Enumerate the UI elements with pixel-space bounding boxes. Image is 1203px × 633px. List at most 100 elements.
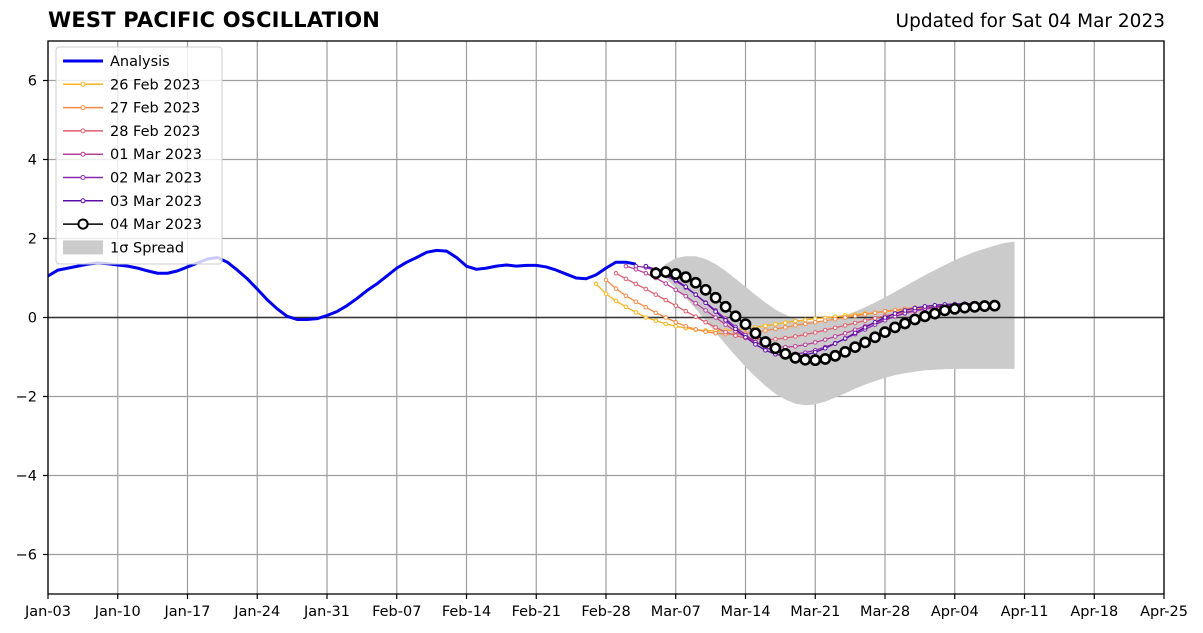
forecast-point: [773, 326, 778, 332]
forecast-point: [759, 336, 772, 348]
forecast-point: [663, 297, 669, 303]
forecast-point: [703, 329, 708, 335]
forecast-point: [643, 286, 649, 292]
x-tick-label: Mar-07: [651, 604, 701, 620]
forecast-point: [719, 300, 732, 313]
y-tick-label: 2: [28, 232, 37, 248]
forecast-point: [862, 325, 868, 330]
forecast-point: [703, 308, 708, 313]
x-tick-label: Apr-18: [1070, 604, 1118, 620]
legend-forecast-marker: [80, 81, 86, 87]
x-tick-label: Apr-25: [1140, 604, 1188, 620]
forecast-point: [968, 300, 981, 313]
forecast-point: [669, 268, 682, 280]
y-tick-label: 6: [28, 74, 37, 90]
forecast-point: [749, 327, 762, 340]
forecast-point: [862, 312, 868, 317]
forecast-point: [703, 300, 708, 306]
forecast-point: [872, 319, 878, 325]
forecast-point: [822, 337, 828, 342]
forecast-point: [899, 317, 911, 330]
forecast-point: [842, 336, 848, 341]
forecast-point: [819, 353, 832, 365]
legend-forecast-marker: [80, 198, 86, 204]
legend-label: 1σ Spread: [110, 240, 184, 256]
forecast-point: [663, 281, 669, 286]
forecast-point: [773, 336, 778, 342]
forecast-point: [822, 346, 828, 351]
forecast-point: [679, 271, 692, 284]
forecast-point: [603, 291, 609, 297]
forecast-point: [709, 291, 722, 304]
forecast-point: [822, 318, 828, 323]
legend-forecast-marker: [80, 105, 86, 111]
series-layer: [47, 248, 1001, 367]
forecast-point: [623, 293, 629, 299]
forecast-point: [663, 315, 669, 320]
legend-forecast-marker: [80, 151, 86, 157]
x-tick-label: Jan-10: [94, 604, 141, 620]
forecast-point: [729, 310, 742, 323]
forecast-point: [693, 327, 698, 332]
legend-label: 26 Feb 2023: [110, 77, 200, 93]
forecast-point: [683, 284, 689, 289]
forecast-point: [693, 300, 698, 306]
forecast-point: [812, 330, 818, 335]
x-tick-label: Jan-17: [163, 604, 210, 620]
forecast-point: [763, 328, 768, 333]
forecast-point: [928, 307, 941, 320]
legend-label: 02 Mar 2023: [110, 171, 202, 187]
forecast-point: [593, 281, 599, 287]
forecast-point: [733, 326, 738, 332]
x-tick-label: Feb-21: [512, 604, 561, 620]
y-tick-label: −2: [16, 390, 37, 406]
forecast-point: [613, 286, 619, 291]
forecast-point: [693, 314, 698, 320]
analysis-line: [47, 248, 637, 321]
forecast-point: [713, 309, 718, 314]
forecast-point: [852, 330, 858, 336]
forecast-point: [643, 270, 649, 276]
forecast-point: [988, 299, 1001, 312]
legend-forecast-marker: [80, 175, 86, 180]
forecast-point: [699, 283, 712, 296]
forecast-point: [653, 318, 659, 323]
forecast-point: [832, 334, 838, 339]
forecast-point: [723, 317, 728, 323]
forecast-point: [783, 325, 788, 330]
forecast-point: [859, 336, 871, 349]
forecast-point: [673, 319, 679, 325]
forecast-point: [932, 302, 938, 308]
forecast-point: [723, 329, 728, 335]
legend-box: [55, 46, 223, 265]
forecast-point: [713, 331, 718, 336]
forecast-point: [673, 323, 679, 329]
x-tick-label: Feb-14: [442, 604, 491, 620]
forecast-point: [922, 304, 928, 309]
forecast-point: [623, 263, 629, 269]
forecast-point: [649, 267, 662, 280]
forecast-point: [872, 315, 878, 321]
forecast-point: [789, 351, 802, 364]
y-tick-label: −6: [16, 548, 37, 564]
forecast-point: [793, 334, 798, 339]
forecast-point: [603, 277, 609, 283]
forecast-point: [809, 354, 822, 367]
forecast-point: [783, 335, 788, 341]
forecast-point: [643, 315, 649, 320]
chart-title: WEST PACIFIC OSCILLATION: [48, 8, 381, 32]
forecast-point: [713, 325, 718, 330]
forecast-point: [938, 304, 951, 317]
x-tick-label: Jan-24: [233, 604, 280, 620]
y-tick-label: 4: [28, 153, 37, 169]
forecast-point: [643, 304, 649, 310]
forecast-point: [842, 323, 848, 328]
legend-spread-swatch: [63, 240, 103, 255]
forecast-point: [948, 302, 961, 315]
forecast-point: [978, 300, 991, 312]
forecast-point: [822, 327, 828, 333]
forecast-point: [889, 321, 901, 334]
forecast-point: [733, 333, 738, 338]
forecast-point: [653, 310, 659, 316]
forecast-point: [613, 298, 619, 304]
